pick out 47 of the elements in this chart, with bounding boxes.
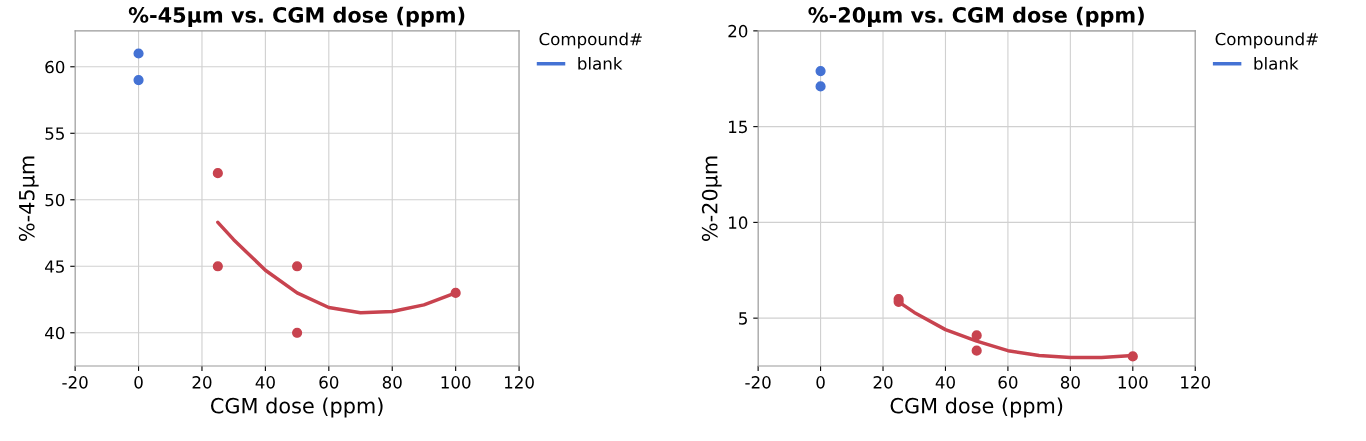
point — [133, 48, 144, 59]
x-tick-label: 0 — [134, 376, 143, 389]
x-tick-label: -20 — [745, 376, 771, 389]
x-axis-title: CGM dose (ppm) — [890, 397, 1063, 418]
point — [212, 261, 223, 272]
point — [212, 168, 223, 179]
point — [450, 287, 461, 298]
point — [292, 327, 303, 338]
y-tick-label: 45 — [45, 260, 64, 273]
point — [133, 74, 144, 86]
x-tick-label: 20 — [873, 376, 893, 389]
chart-title: %-20µm vs. CGM dose (ppm) — [808, 6, 1144, 27]
legend-label: blank — [1254, 56, 1299, 70]
y-tick-label: 60 — [45, 60, 65, 74]
x-tick-label: 20 — [192, 376, 212, 389]
point — [292, 261, 303, 272]
x-tick-label: 100 — [1118, 376, 1148, 389]
y-axis-title: %-20µm — [701, 156, 722, 241]
x-tick-label: 40 — [255, 376, 275, 389]
x-tick-label: 80 — [382, 376, 402, 389]
y-tick-label: 10 — [729, 216, 748, 229]
x-tick-label: 120 — [1181, 376, 1211, 389]
legend-label: blank — [578, 56, 623, 70]
y-tick-label: 20 — [728, 24, 748, 38]
y-tick-label: 55 — [45, 127, 64, 140]
x-axis-title: CGM dose (ppm) — [211, 397, 383, 418]
y-tick-label: 50 — [45, 193, 65, 207]
point — [971, 345, 982, 356]
x-tick-label: 80 — [1060, 376, 1080, 389]
point — [971, 330, 982, 341]
chart-title: %-45µm vs. CGM dose (ppm) — [128, 6, 465, 27]
legend-title: Compound# — [539, 32, 642, 49]
y-tick-label: 5 — [739, 312, 747, 325]
point — [815, 66, 826, 77]
point — [1127, 351, 1138, 362]
x-tick-label: 100 — [441, 376, 471, 389]
legend-title: Compound# — [1215, 32, 1318, 49]
y-tick-label: 15 — [729, 120, 747, 134]
x-tick-label: 60 — [998, 376, 1018, 389]
x-tick-label: 0 — [816, 376, 825, 389]
y-tick-label: 40 — [45, 326, 65, 340]
x-tick-label: -20 — [62, 376, 88, 389]
x-tick-label: 40 — [935, 376, 955, 389]
x-tick-label: 60 — [319, 376, 339, 389]
y-axis-title: %-45µm — [18, 156, 39, 241]
x-tick-label: 120 — [505, 376, 534, 389]
point — [815, 81, 826, 92]
